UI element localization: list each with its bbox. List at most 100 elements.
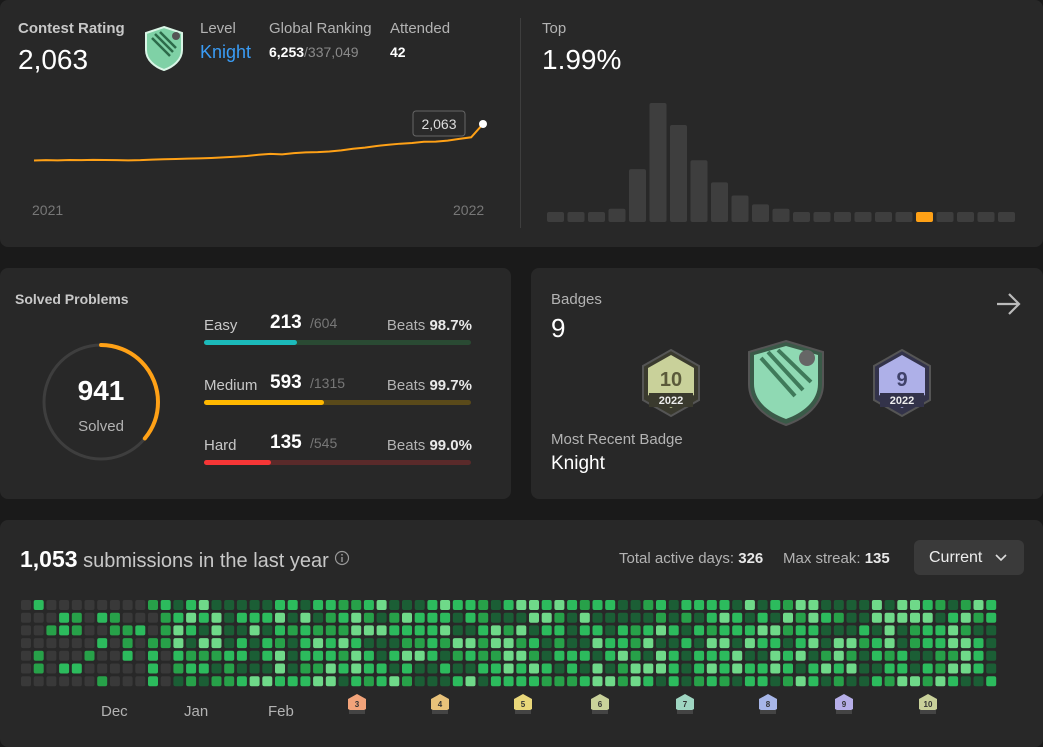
heatmap-day-cell [617,663,628,674]
histogram-bar [977,212,995,222]
attended-value: 42 [390,44,406,60]
heatmap-day-cell [846,600,857,610]
heatmap-day-cell [808,676,819,687]
heatmap-day-cell [859,600,870,610]
heatmap-day-cell [960,600,971,610]
heatmap-day-cell [922,663,933,674]
badge-10-2022-icon[interactable]: 10 2022 [639,348,703,418]
heatmap-day-cell [135,612,146,623]
heatmap-day-cell [402,600,412,610]
solved-progress-ring[interactable] [40,341,162,463]
heatmap-day-cell [211,600,222,610]
heatmap-day-cell [554,600,565,610]
heatmap-day-cell [757,612,768,623]
heatmap-day-cell [783,676,793,687]
heatmap-day-cell [363,650,374,661]
heatmap-day-cell [21,650,31,661]
heatmap-day-cell [351,663,362,674]
heatmap-day-cell [935,612,946,623]
heatmap-day-cell [617,638,628,649]
histogram-bar [752,204,769,222]
difficulty-easy: Easy 213 /604 Beats 98.7% [204,312,472,362]
most-recent-badge-value: Knight [551,453,605,474]
heatmap-day-cell [516,612,527,623]
heatmap-day-cell [706,663,717,674]
heatmap-day-cell [313,676,324,687]
heatmap-day-cell [173,612,184,623]
arrow-right-icon[interactable] [994,290,1022,318]
heatmap-day-cell [452,663,463,674]
submissions-text: submissions in the last year [83,550,329,572]
heatmap-day-cell [84,600,95,610]
heatmap-day-cell [567,600,578,610]
heatmap-day-cell [783,612,793,623]
heatmap-day-cell [643,638,654,649]
heatmap-day-cell [249,650,260,661]
heatmap-day-cell [414,676,425,687]
heatmap-day-cell [490,676,501,687]
heatmap-day-cell [719,676,730,687]
heatmap-day-cell [859,676,870,687]
rating-distribution-histogram[interactable] [544,95,1020,225]
heatmap-day-cell [592,676,603,687]
heatmap-day-cell [211,676,222,687]
heatmap-day-cell [249,676,260,687]
heatmap-day-cell [236,650,247,661]
month-badge-number: 3 [355,700,360,709]
heatmap-day-cell [249,638,260,649]
heatmap-day-cell [173,625,184,636]
knight-badge-icon[interactable] [743,338,829,428]
difficulty-name: Hard [204,437,237,454]
heatmap-day-cell [109,676,120,687]
month-badge-3-icon: 3 [348,694,366,714]
heatmap-day-cell [363,612,374,623]
heatmap-day-cell [757,663,768,674]
heatmap-day-cell [719,625,730,636]
histogram-bar [690,160,708,222]
heatmap-day-cell [744,600,755,610]
heatmap-day-cell [122,600,133,610]
heatmap-day-cell [490,650,501,661]
heatmap-day-cell [160,612,171,623]
heatmap-day-cell [617,650,628,661]
heatmap-day-cell [389,650,400,661]
heatmap-day-cell [325,650,336,661]
heatmap-day-cell [46,676,57,687]
heatmap-day-cell [236,600,247,610]
heatmap-day-cell [770,650,781,661]
heatmap-day-cell [516,638,527,649]
heatmap-day-cell [579,600,590,610]
histogram-bar [998,212,1015,222]
heatmap-day-cell [605,650,616,661]
heatmap-day-cell [59,600,70,610]
heatmap-day-cell [148,612,158,623]
solved-count: 941 [77,375,125,406]
heatmap-day-cell [554,676,565,687]
heatmap-day-cell [541,638,552,649]
histogram-bar [813,212,831,222]
month-badge-7-icon: 7 [676,694,694,714]
period-dropdown[interactable]: Current [914,540,1024,575]
heatmap-day-cell [795,612,806,623]
heatmap-day-cell [109,600,120,610]
heatmap-day-cell [935,676,946,687]
rating-line-chart[interactable]: 2,063 [20,100,495,175]
max-streak: Max streak: 135 [783,550,890,567]
most-recent-badge-label: Most Recent Badge [551,431,683,448]
heatmap-day-cell [376,612,387,623]
heatmap-day-cell [262,612,273,623]
difficulty-solved: 213 [270,312,302,333]
info-icon[interactable] [334,550,350,566]
heatmap-day-cell [465,663,476,674]
heatmap-day-cell [148,650,158,661]
heatmap-day-cell [351,650,362,661]
heatmap-day-cell [376,650,387,661]
month-badge-8-icon: 8 [759,694,777,714]
heatmap-day-cell [262,676,273,687]
heatmap-day-cell [605,612,616,623]
heatmap-day-cell [186,625,197,636]
submission-heatmap[interactable]: 3 4 5 6 7 8 9 10 [0,590,1043,747]
heatmap-day-cell [402,650,412,661]
badge-9-2022-icon[interactable]: 9 2022 [870,348,934,418]
heatmap-day-cell [71,625,82,636]
